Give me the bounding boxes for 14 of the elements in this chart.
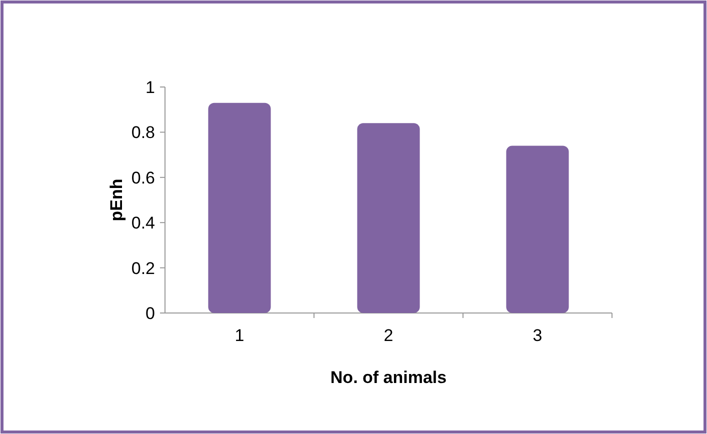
y-tick-label: 0.8 (131, 123, 155, 142)
y-tick-label: 0.2 (131, 258, 155, 278)
x-axis-title: No. of animals (330, 368, 447, 387)
x-tick-label: 2 (384, 326, 394, 345)
y-tick-label: 0.6 (131, 168, 155, 188)
bar (208, 102, 271, 313)
x-tick-label: 3 (532, 326, 542, 345)
y-tick-label: 0 (146, 304, 155, 323)
y-axis-title: pEnh (107, 178, 126, 222)
bar (506, 146, 569, 313)
bar (357, 123, 420, 313)
x-tick-label: 1 (234, 326, 244, 345)
y-tick-label: 0.4 (131, 214, 155, 233)
y-tick-label: 1 (146, 78, 155, 97)
